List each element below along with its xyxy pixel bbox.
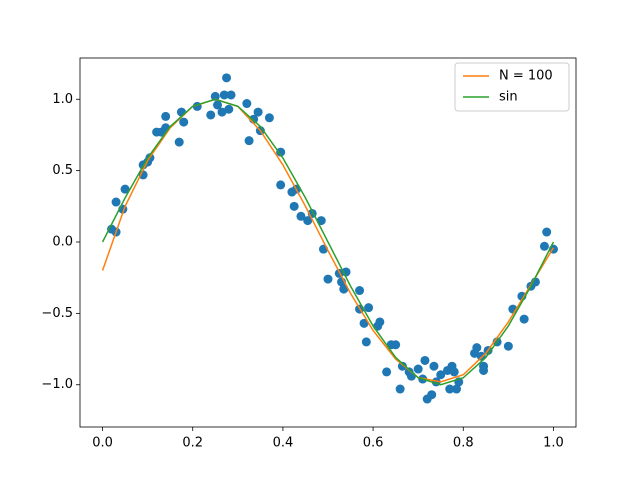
scatter-point bbox=[244, 136, 254, 146]
scatter-point bbox=[242, 99, 252, 109]
scatter-point bbox=[420, 355, 430, 365]
legend-label: N = 100 bbox=[499, 69, 553, 84]
scatter-point bbox=[476, 351, 486, 361]
scatter-point bbox=[303, 216, 313, 226]
line-series bbox=[101, 98, 555, 386]
scatter-point bbox=[339, 284, 349, 294]
scatter-point bbox=[323, 274, 333, 284]
scatter-point bbox=[120, 184, 130, 194]
scatter-point bbox=[361, 337, 371, 347]
scatter-point bbox=[222, 73, 232, 83]
y-tick-label: 0.5 bbox=[52, 163, 73, 178]
scatter-point bbox=[452, 384, 462, 394]
scatter-point bbox=[213, 100, 223, 110]
scatter-point bbox=[519, 314, 529, 324]
scatter-point bbox=[161, 111, 171, 121]
x-tick-label: 0.4 bbox=[273, 436, 294, 451]
scatter-point bbox=[179, 117, 189, 127]
scatter-point bbox=[449, 367, 459, 377]
scatter-point bbox=[289, 201, 299, 211]
y-tick-label: 0.0 bbox=[52, 235, 73, 250]
scatter-point bbox=[391, 340, 401, 350]
scatter-point bbox=[429, 361, 439, 371]
scatter-point bbox=[226, 90, 236, 100]
scatter-point bbox=[375, 317, 385, 327]
scatter-point bbox=[296, 211, 306, 221]
y-tick-label: 1.0 bbox=[52, 92, 73, 107]
x-tick-label: 0.0 bbox=[92, 436, 113, 451]
legend-label: sin bbox=[499, 90, 518, 105]
x-tick-label: 1.0 bbox=[543, 436, 564, 451]
y-tick-label: −0.5 bbox=[41, 306, 73, 321]
scatter-point bbox=[542, 227, 552, 237]
scatter-point bbox=[364, 303, 374, 313]
legend: N = 100 sin bbox=[454, 62, 570, 112]
scatter-point bbox=[397, 361, 407, 371]
scatter-point bbox=[217, 107, 227, 117]
scatter-point bbox=[264, 113, 274, 123]
scatter-point bbox=[111, 197, 121, 207]
x-tick-label: 0.8 bbox=[453, 436, 474, 451]
scatter-point bbox=[427, 390, 437, 400]
scatter-point bbox=[276, 180, 286, 190]
scatter-point bbox=[174, 137, 184, 147]
scatter-point bbox=[472, 343, 482, 353]
x-tick-label: 0.2 bbox=[182, 436, 203, 451]
scatter-point bbox=[355, 286, 365, 296]
legend-box bbox=[454, 62, 570, 112]
plot-frame bbox=[79, 57, 577, 428]
scatter-point bbox=[503, 341, 513, 351]
scatter-point bbox=[210, 91, 220, 101]
scatter-point bbox=[539, 241, 549, 251]
scatter-point bbox=[219, 90, 229, 100]
scatter-point bbox=[395, 384, 405, 394]
scatter-point bbox=[436, 370, 446, 380]
scatter-point bbox=[406, 371, 416, 381]
scatter-point bbox=[224, 104, 234, 114]
scatter-point bbox=[413, 364, 423, 374]
scatter-point bbox=[206, 110, 216, 120]
scatter-point bbox=[253, 107, 263, 117]
scatter-point bbox=[176, 107, 186, 117]
scatter-point bbox=[479, 365, 489, 375]
scatter-point bbox=[276, 147, 286, 157]
scatter-point bbox=[359, 318, 369, 328]
scatter-point bbox=[382, 367, 392, 377]
x-tick-label: 0.6 bbox=[363, 436, 384, 451]
scatter-point bbox=[445, 384, 455, 394]
y-tick-label: −1.0 bbox=[41, 377, 73, 392]
